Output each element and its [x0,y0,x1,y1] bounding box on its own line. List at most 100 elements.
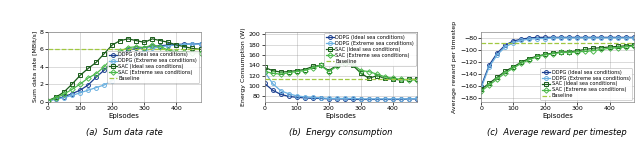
SAC (Extreme sea conditions) [589,50,597,51]
DDPG (Extreme sea conditions) [180,44,188,45]
DDPG (Extreme sea conditions) [157,46,164,48]
DDPG (Extreme sea conditions) [164,45,172,47]
SAC (Ideal sea conditions) [517,61,525,63]
SAC (Ideal sea conditions) [541,53,549,55]
DDPG (Extreme sea conditions) [333,98,340,99]
SAC (Extreme sea conditions) [493,78,501,80]
SAC (Extreme sea conditions) [501,72,509,74]
SAC (Extreme sea conditions) [285,72,292,74]
SAC (Ideal sea conditions) [349,65,356,66]
DDPG (Ideal sea conditions) [493,52,501,54]
DDPG (Extreme sea conditions) [389,98,397,100]
DDPG (Ideal sea conditions) [76,89,84,91]
DDPG (Ideal sea conditions) [132,48,140,49]
DDPG (Ideal sea conditions) [60,96,68,98]
SAC (Ideal sea conditions) [630,44,637,46]
DDPG (Ideal sea conditions) [381,99,388,100]
DDPG (Extreme sea conditions) [108,80,116,81]
SAC (Extreme sea conditions) [325,71,333,72]
Line: DDPG (Extreme sea conditions): DDPG (Extreme sea conditions) [262,70,419,101]
SAC (Extreme sea conditions) [157,46,164,48]
DDPG (Ideal sea conditions) [260,83,268,84]
DDPG (Ideal sea conditions) [357,99,365,100]
SAC (Extreme sea conditions) [541,54,549,56]
SAC (Ideal sea conditions) [397,79,405,81]
SAC (Extreme sea conditions) [132,46,140,48]
SAC (Ideal sea conditions) [140,41,148,43]
DDPG (Extreme sea conditions) [373,98,381,100]
DDPG (Extreme sea conditions) [485,66,493,68]
Y-axis label: Energy Consumption (W): Energy Consumption (W) [241,27,246,106]
SAC (Extreme sea conditions) [566,52,573,53]
DDPG (Ideal sea conditions) [477,86,485,87]
SAC (Ideal sea conditions) [76,75,84,76]
SAC (Ideal sea conditions) [52,96,60,98]
Line: SAC (Ideal sea conditions): SAC (Ideal sea conditions) [262,61,419,82]
DDPG (Ideal sea conditions) [541,37,549,38]
SAC (Extreme sea conditions) [333,66,340,67]
SAC (Extreme sea conditions) [598,49,605,50]
Line: DDPG (Ideal sea conditions): DDPG (Ideal sea conditions) [479,35,636,88]
DDPG (Extreme sea conditions) [100,84,108,86]
SAC (Ideal sea conditions) [44,100,52,101]
DDPG (Ideal sea conditions) [108,61,116,63]
SAC (Ideal sea conditions) [501,70,509,72]
SAC (Ideal sea conditions) [301,69,308,70]
X-axis label: Episodes: Episodes [542,113,573,119]
SAC (Ideal sea conditions) [573,50,581,51]
DDPG (Ideal sea conditions) [301,97,308,99]
DDPG (Extreme sea conditions) [301,96,308,98]
DDPG (Ideal sea conditions) [285,95,292,97]
DDPG (Extreme sea conditions) [621,37,629,39]
SAC (Extreme sea conditions) [52,97,60,99]
SAC (Extreme sea conditions) [365,71,372,72]
SAC (Ideal sea conditions) [598,47,605,49]
DDPG (Extreme sea conditions) [501,46,509,48]
DDPG (Ideal sea conditions) [509,40,517,42]
SAC (Ideal sea conditions) [389,78,397,80]
DDPG (Extreme sea conditions) [357,98,365,100]
SAC (Ideal sea conditions) [381,77,388,79]
SAC (Extreme sea conditions) [140,47,148,48]
SAC (Extreme sea conditions) [550,53,557,55]
DDPG (Extreme sea conditions) [605,37,613,39]
SAC (Extreme sea conditions) [349,64,356,65]
SAC (Extreme sea conditions) [84,77,92,79]
SAC (Ideal sea conditions) [373,75,381,77]
SAC (Extreme sea conditions) [164,49,172,51]
SAC (Extreme sea conditions) [605,47,613,49]
DDPG (Ideal sea conditions) [84,84,92,86]
DDPG (Ideal sea conditions) [534,37,541,38]
Line: SAC (Ideal sea conditions): SAC (Ideal sea conditions) [479,43,636,91]
SAC (Extreme sea conditions) [573,51,581,53]
SAC (Extreme sea conditions) [293,71,301,72]
DDPG (Ideal sea conditions) [124,49,132,51]
SAC (Extreme sea conditions) [485,84,493,86]
DDPG (Extreme sea conditions) [84,89,92,91]
SAC (Ideal sea conditions) [614,46,621,47]
Legend: DDPG (Ideal sea conditions), DDPG (Extreme sea conditions), SAC (Ideal sea condi: DDPG (Ideal sea conditions), DDPG (Extre… [108,51,199,83]
Baseline [261,78,269,80]
DDPG (Ideal sea conditions) [349,99,356,100]
DDPG (Extreme sea conditions) [124,61,132,63]
DDPG (Extreme sea conditions) [140,50,148,52]
DDPG (Extreme sea conditions) [44,100,52,101]
SAC (Extreme sea conditions) [189,52,196,54]
SAC (Ideal sea conditions) [124,38,132,40]
SAC (Ideal sea conditions) [333,65,340,66]
SAC (Extreme sea conditions) [477,90,485,92]
DDPG (Extreme sea conditions) [405,98,413,100]
DDPG (Extreme sea conditions) [582,37,589,39]
SAC (Extreme sea conditions) [276,73,284,75]
SAC (Extreme sea conditions) [413,79,421,81]
DDPG (Extreme sea conditions) [173,44,180,46]
Baseline [260,78,268,80]
SAC (Extreme sea conditions) [582,50,589,52]
DDPG (Extreme sea conditions) [76,92,84,94]
DDPG (Extreme sea conditions) [349,98,356,99]
SAC (Ideal sea conditions) [189,48,196,49]
SAC (Ideal sea conditions) [260,67,268,68]
SAC (Ideal sea conditions) [157,40,164,41]
SAC (Ideal sea conditions) [132,40,140,41]
DDPG (Ideal sea conditions) [614,37,621,38]
